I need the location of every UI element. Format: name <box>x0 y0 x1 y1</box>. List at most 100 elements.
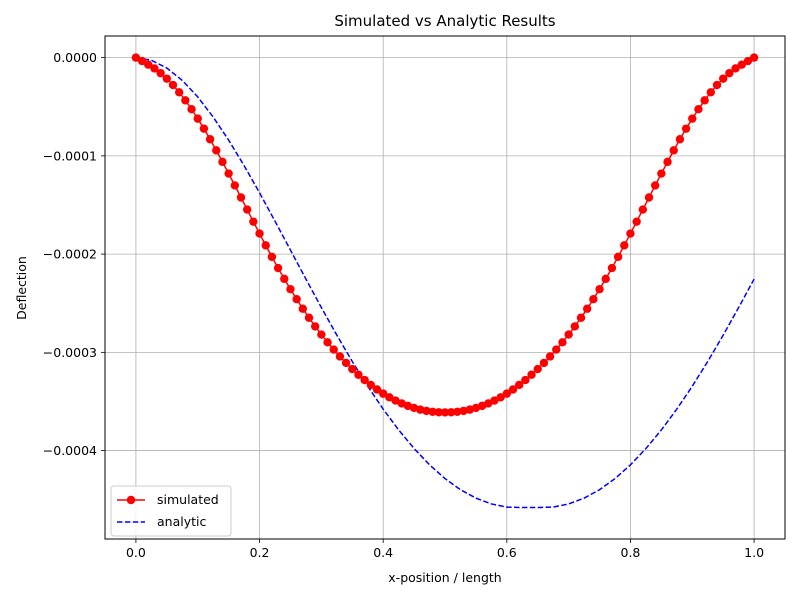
grid <box>105 36 785 539</box>
data-point-simulated <box>273 263 283 273</box>
data-point-simulated <box>242 205 252 214</box>
y-tick-label: −0.0001 <box>43 148 97 163</box>
data-point-simulated <box>545 352 555 361</box>
data-point-simulated <box>212 146 221 155</box>
y-tick-label: −0.0004 <box>43 443 97 458</box>
data-point-simulated <box>323 338 332 347</box>
data-point-simulated <box>298 304 308 313</box>
data-point-simulated <box>539 358 549 368</box>
legend-box <box>110 485 232 537</box>
data-point-simulated <box>428 407 437 416</box>
data-point-simulated <box>514 380 524 390</box>
data-point-simulated <box>378 389 388 398</box>
data-point-simulated <box>601 274 610 284</box>
legend-marker-simulated <box>126 495 136 505</box>
data-point-simulated <box>168 80 178 90</box>
data-point-simulated <box>267 252 277 262</box>
data-point-simulated <box>261 241 270 250</box>
legend: simulated analytic <box>110 485 232 537</box>
data-point-simulated <box>749 53 759 62</box>
data-point-simulated <box>385 393 394 402</box>
legend-label-simulated: simulated <box>157 492 219 507</box>
data-point-simulated <box>508 385 518 394</box>
data-point-simulated <box>440 408 450 417</box>
data-point-simulated <box>564 330 573 339</box>
data-point-simulated <box>638 205 648 214</box>
data-point-simulated <box>310 322 320 331</box>
data-point-simulated <box>533 364 542 374</box>
data-point-simulated <box>737 60 746 69</box>
data-point-simulated <box>675 135 685 144</box>
data-point-simulated <box>329 345 338 354</box>
data-point-simulated <box>144 60 153 69</box>
data-point-simulated <box>434 408 444 417</box>
x-tick-label: 0.0 <box>126 545 146 560</box>
data-point-simulated <box>700 96 709 105</box>
data-point-simulated <box>422 406 431 416</box>
data-point-simulated <box>595 284 604 294</box>
data-point-simulated <box>292 294 301 304</box>
data-point-simulated <box>694 104 703 114</box>
data-point-simulated <box>582 304 592 313</box>
data-point-simulated <box>199 124 209 133</box>
data-point-simulated <box>607 263 617 273</box>
data-point-simulated <box>743 56 753 66</box>
data-point-simulated <box>669 146 678 155</box>
series-layer <box>131 53 759 509</box>
data-point-simulated <box>193 114 202 123</box>
data-point-simulated <box>620 241 629 250</box>
data-point-simulated <box>552 345 561 354</box>
x-ticks: 0.0 0.2 0.4 0.6 0.8 1.0 <box>126 539 764 560</box>
data-point-simulated <box>712 80 722 90</box>
data-point-simulated <box>218 157 227 167</box>
data-point-simulated <box>317 330 326 339</box>
data-point-simulated <box>187 104 196 114</box>
data-point-simulated <box>688 114 697 123</box>
data-point-simulated <box>589 294 598 304</box>
data-point-simulated <box>632 217 641 226</box>
x-axis-title: x-position / length <box>388 570 501 585</box>
data-point-simulated <box>348 364 357 374</box>
data-point-simulated <box>366 380 376 390</box>
data-point-simulated <box>718 74 728 83</box>
y-tick-label: 0.0000 <box>53 50 97 65</box>
data-point-simulated <box>249 217 258 226</box>
data-point-simulated <box>626 229 635 238</box>
y-ticks: 0.0000 −0.0001 −0.0002 −0.0003 −0.0004 <box>43 50 105 458</box>
data-point-simulated <box>453 407 462 416</box>
data-point-simulated <box>156 68 165 78</box>
data-point-simulated <box>174 88 184 97</box>
data-point-simulated <box>446 408 456 417</box>
data-point-simulated <box>335 352 345 361</box>
x-tick-label: 1.0 <box>744 545 764 560</box>
data-point-simulated <box>255 229 264 238</box>
plot-frame <box>104 35 786 540</box>
data-point-simulated <box>613 252 623 262</box>
data-point-simulated <box>706 88 716 97</box>
data-point-simulated <box>354 370 363 379</box>
data-point-simulated <box>360 375 369 385</box>
data-point-simulated <box>681 124 691 133</box>
data-point-simulated <box>162 74 172 83</box>
data-point-simulated <box>663 157 672 167</box>
data-point-simulated <box>280 274 289 284</box>
data-point-simulated <box>558 338 567 347</box>
data-point-simulated <box>286 284 295 294</box>
data-point-simulated <box>150 64 159 73</box>
legend-label-analytic: analytic <box>157 514 206 529</box>
series-line-analytic <box>135 56 755 509</box>
data-point-simulated <box>502 389 512 398</box>
data-point-simulated <box>496 393 505 402</box>
y-axis-title: Deflection <box>14 256 29 320</box>
data-point-simulated <box>644 193 654 202</box>
data-point-simulated <box>570 322 580 331</box>
data-point-simulated <box>657 169 666 178</box>
data-point-simulated <box>131 53 141 62</box>
data-point-simulated <box>205 135 215 144</box>
x-tick-label: 0.8 <box>621 545 641 560</box>
data-point-simulated <box>304 313 314 322</box>
data-point-simulated <box>181 96 190 105</box>
x-tick-label: 0.4 <box>373 545 393 560</box>
data-point-simulated <box>236 193 246 202</box>
